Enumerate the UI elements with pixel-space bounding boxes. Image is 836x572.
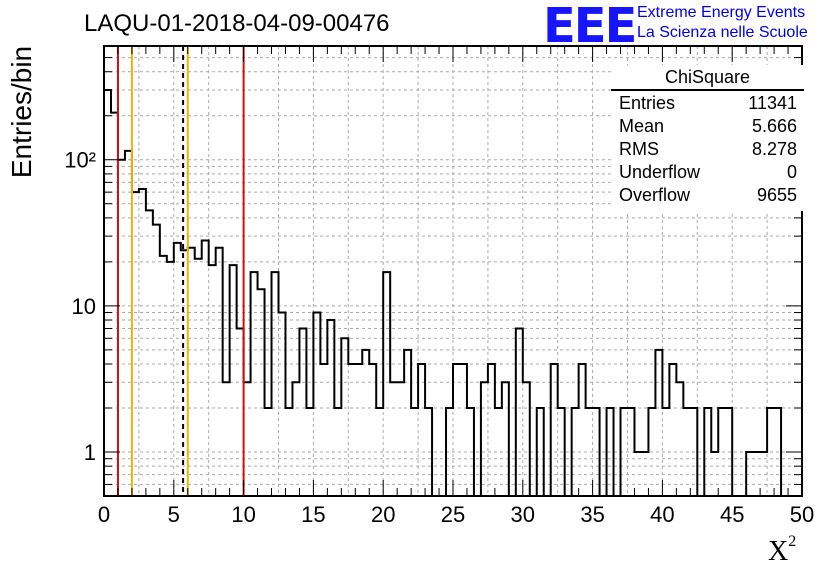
axes-layer: 0 5 10 15 20 25 30 35 40 45 50 1 10 10²: [64, 45, 814, 527]
stats-label: Overflow: [619, 185, 691, 205]
x-tick-label: 0: [98, 502, 110, 527]
x-axis-label: X2: [768, 532, 797, 568]
x-tick-label: 20: [371, 502, 395, 527]
stats-value: 11341: [748, 93, 797, 113]
x-tick-label: 25: [441, 502, 465, 527]
x-tick-label: 50: [790, 502, 814, 527]
stats-label: RMS: [619, 139, 659, 159]
x-axis-label-base: X: [768, 536, 789, 567]
stats-box: ChiSquare Entries 11341 Mean 5.666 RMS 8…: [611, 65, 804, 211]
stats-label: Mean: [619, 116, 665, 136]
stats-divider: [611, 89, 804, 91]
logo-subtitle-1: Extreme Energy Events: [637, 4, 806, 21]
y-axis-label: Entries/bin: [6, 45, 37, 179]
x-tick-label: 5: [168, 502, 180, 527]
y-tick-label: 1: [84, 440, 96, 465]
stats-label: Underflow: [619, 162, 701, 182]
y-tick-label: 10: [72, 294, 96, 319]
logo-subtitle-2: La Scienza nelle Scuole: [637, 24, 808, 41]
x-tick-label: 35: [580, 502, 604, 527]
y-tick-label: 10²: [64, 148, 96, 173]
stats-value: 8.278: [751, 139, 797, 159]
x-tick-label: 30: [511, 502, 535, 527]
stats-label: Entries: [619, 93, 676, 113]
stats-value: 0: [786, 162, 797, 182]
marker-layer: [116, 46, 245, 496]
plot-title: LAQU-01-2018-04-09-00476: [84, 10, 390, 37]
histogram-line: [103, 88, 783, 497]
histogram-layer: [103, 88, 783, 497]
x-axis-label-sup: 2: [788, 532, 797, 550]
eee-logo: EEE: [543, 0, 637, 54]
x-tick-label: 45: [720, 502, 744, 527]
stats-title: ChiSquare: [664, 67, 751, 87]
stats-value: 5.666: [751, 116, 797, 136]
x-tick-label: 40: [650, 502, 674, 527]
stats-value: 9655: [756, 185, 797, 205]
x-tick-label: 10: [231, 502, 255, 527]
x-tick-label: 15: [301, 502, 325, 527]
